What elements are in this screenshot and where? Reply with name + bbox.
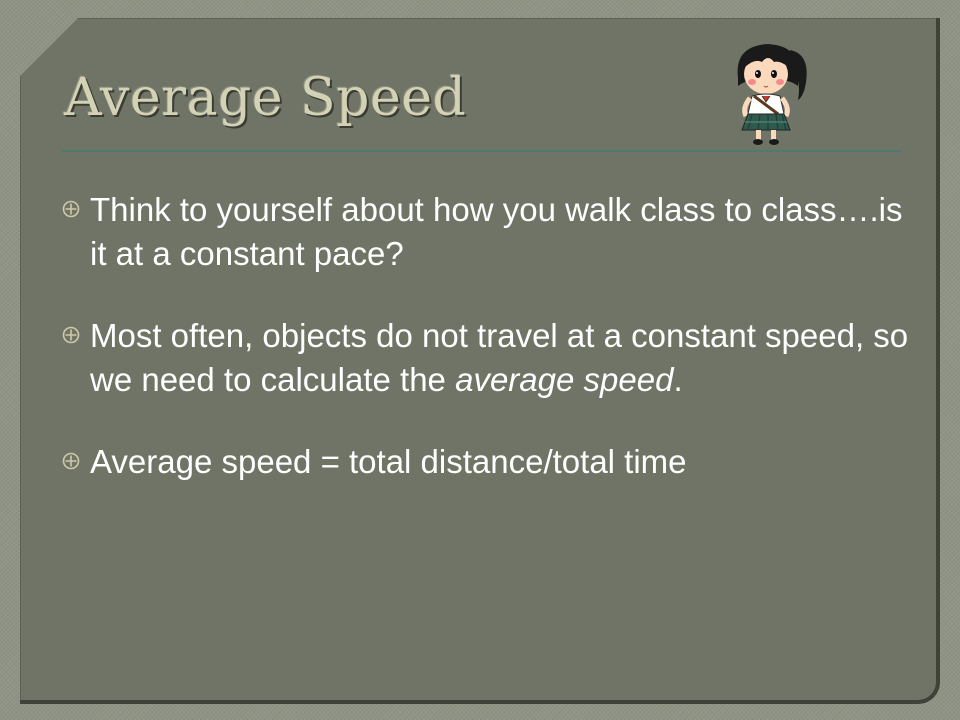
bullet-text: Most often, objects do not travel at a c…	[90, 317, 908, 398]
title-underline	[62, 150, 902, 152]
slide-title: Average Speed	[64, 68, 467, 128]
bullet-text: Think to yourself about how you walk cla…	[90, 191, 903, 272]
bullet-item: Most often, objects do not travel at a c…	[60, 314, 920, 402]
circled-cross-bullet-icon	[62, 200, 80, 218]
emphasized-term: average speed	[455, 361, 674, 398]
bullet-text: Average speed = total distance/total tim…	[90, 443, 687, 480]
bullet-text-end: .	[673, 361, 683, 398]
bullet-item: Average speed = total distance/total tim…	[60, 440, 920, 484]
circled-cross-bullet-icon	[62, 326, 80, 344]
schoolgirl-icon	[737, 44, 807, 145]
bullet-item: Think to yourself about how you walk cla…	[60, 188, 920, 276]
bullet-list: Think to yourself about how you walk cla…	[60, 188, 920, 522]
circled-cross-bullet-icon	[62, 452, 80, 470]
bullet-text-start: Most often, objects do not travel at a c…	[90, 317, 909, 398]
slide-background	[20, 18, 940, 704]
